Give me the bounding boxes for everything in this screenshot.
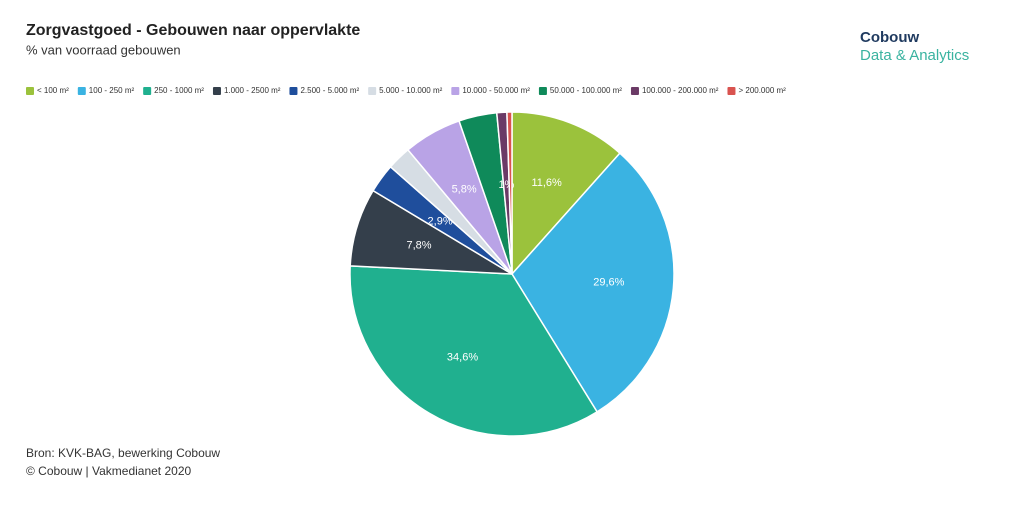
legend-swatch [143,87,152,95]
legend-label: > 200.000 m² [738,86,786,95]
data-label: 2,9% [428,215,453,227]
pie-slice [506,111,513,275]
legend-label: 10.000 - 50.000 m² [462,86,530,95]
legend-label: 100 - 250 m² [89,86,135,95]
chart-subtitle: % van voorraad gebouwen [26,42,181,57]
data-label: 34,6% [447,352,478,364]
legend-swatch [538,87,547,95]
data-label: 29,6% [593,276,624,288]
logo-name: Cobouw [860,29,919,46]
source: Bron: KVK-BAG, bewerking Cobouw [26,446,220,460]
legend-label: < 100 m² [37,86,69,95]
legend-label: 50.000 - 100.000 m² [550,86,622,95]
legend-swatch [368,87,377,95]
legend-label: 5.000 - 10.000 m² [379,86,442,95]
data-label: 5,8% [452,183,477,195]
pie-slice [349,265,599,437]
legend-swatch [451,87,460,95]
pie-slice [511,152,675,413]
legend-swatch [212,87,221,95]
legend-label: 100.000 - 200.000 m² [642,86,719,95]
pie-slice [511,111,621,276]
legend-swatch [727,87,736,95]
copyright: © Cobouw | Vakmedianet 2020 [26,464,191,478]
legend-label: 2.500 - 5.000 m² [300,86,359,95]
data-label: 11,6% [531,177,562,189]
logo-tagline: Data & Analytics [860,47,969,64]
legend-label: 250 - 1000 m² [154,86,204,95]
chart-title: Zorgvastgoed - Gebouwen naar oppervlakte [26,22,360,39]
legend-swatch [289,87,298,95]
legend-swatch [26,87,34,95]
legend-swatch [77,87,86,95]
legend-label: 1.000 - 2500 m² [224,86,281,95]
data-label: 7,8% [406,240,431,252]
legend-swatch [630,87,639,95]
